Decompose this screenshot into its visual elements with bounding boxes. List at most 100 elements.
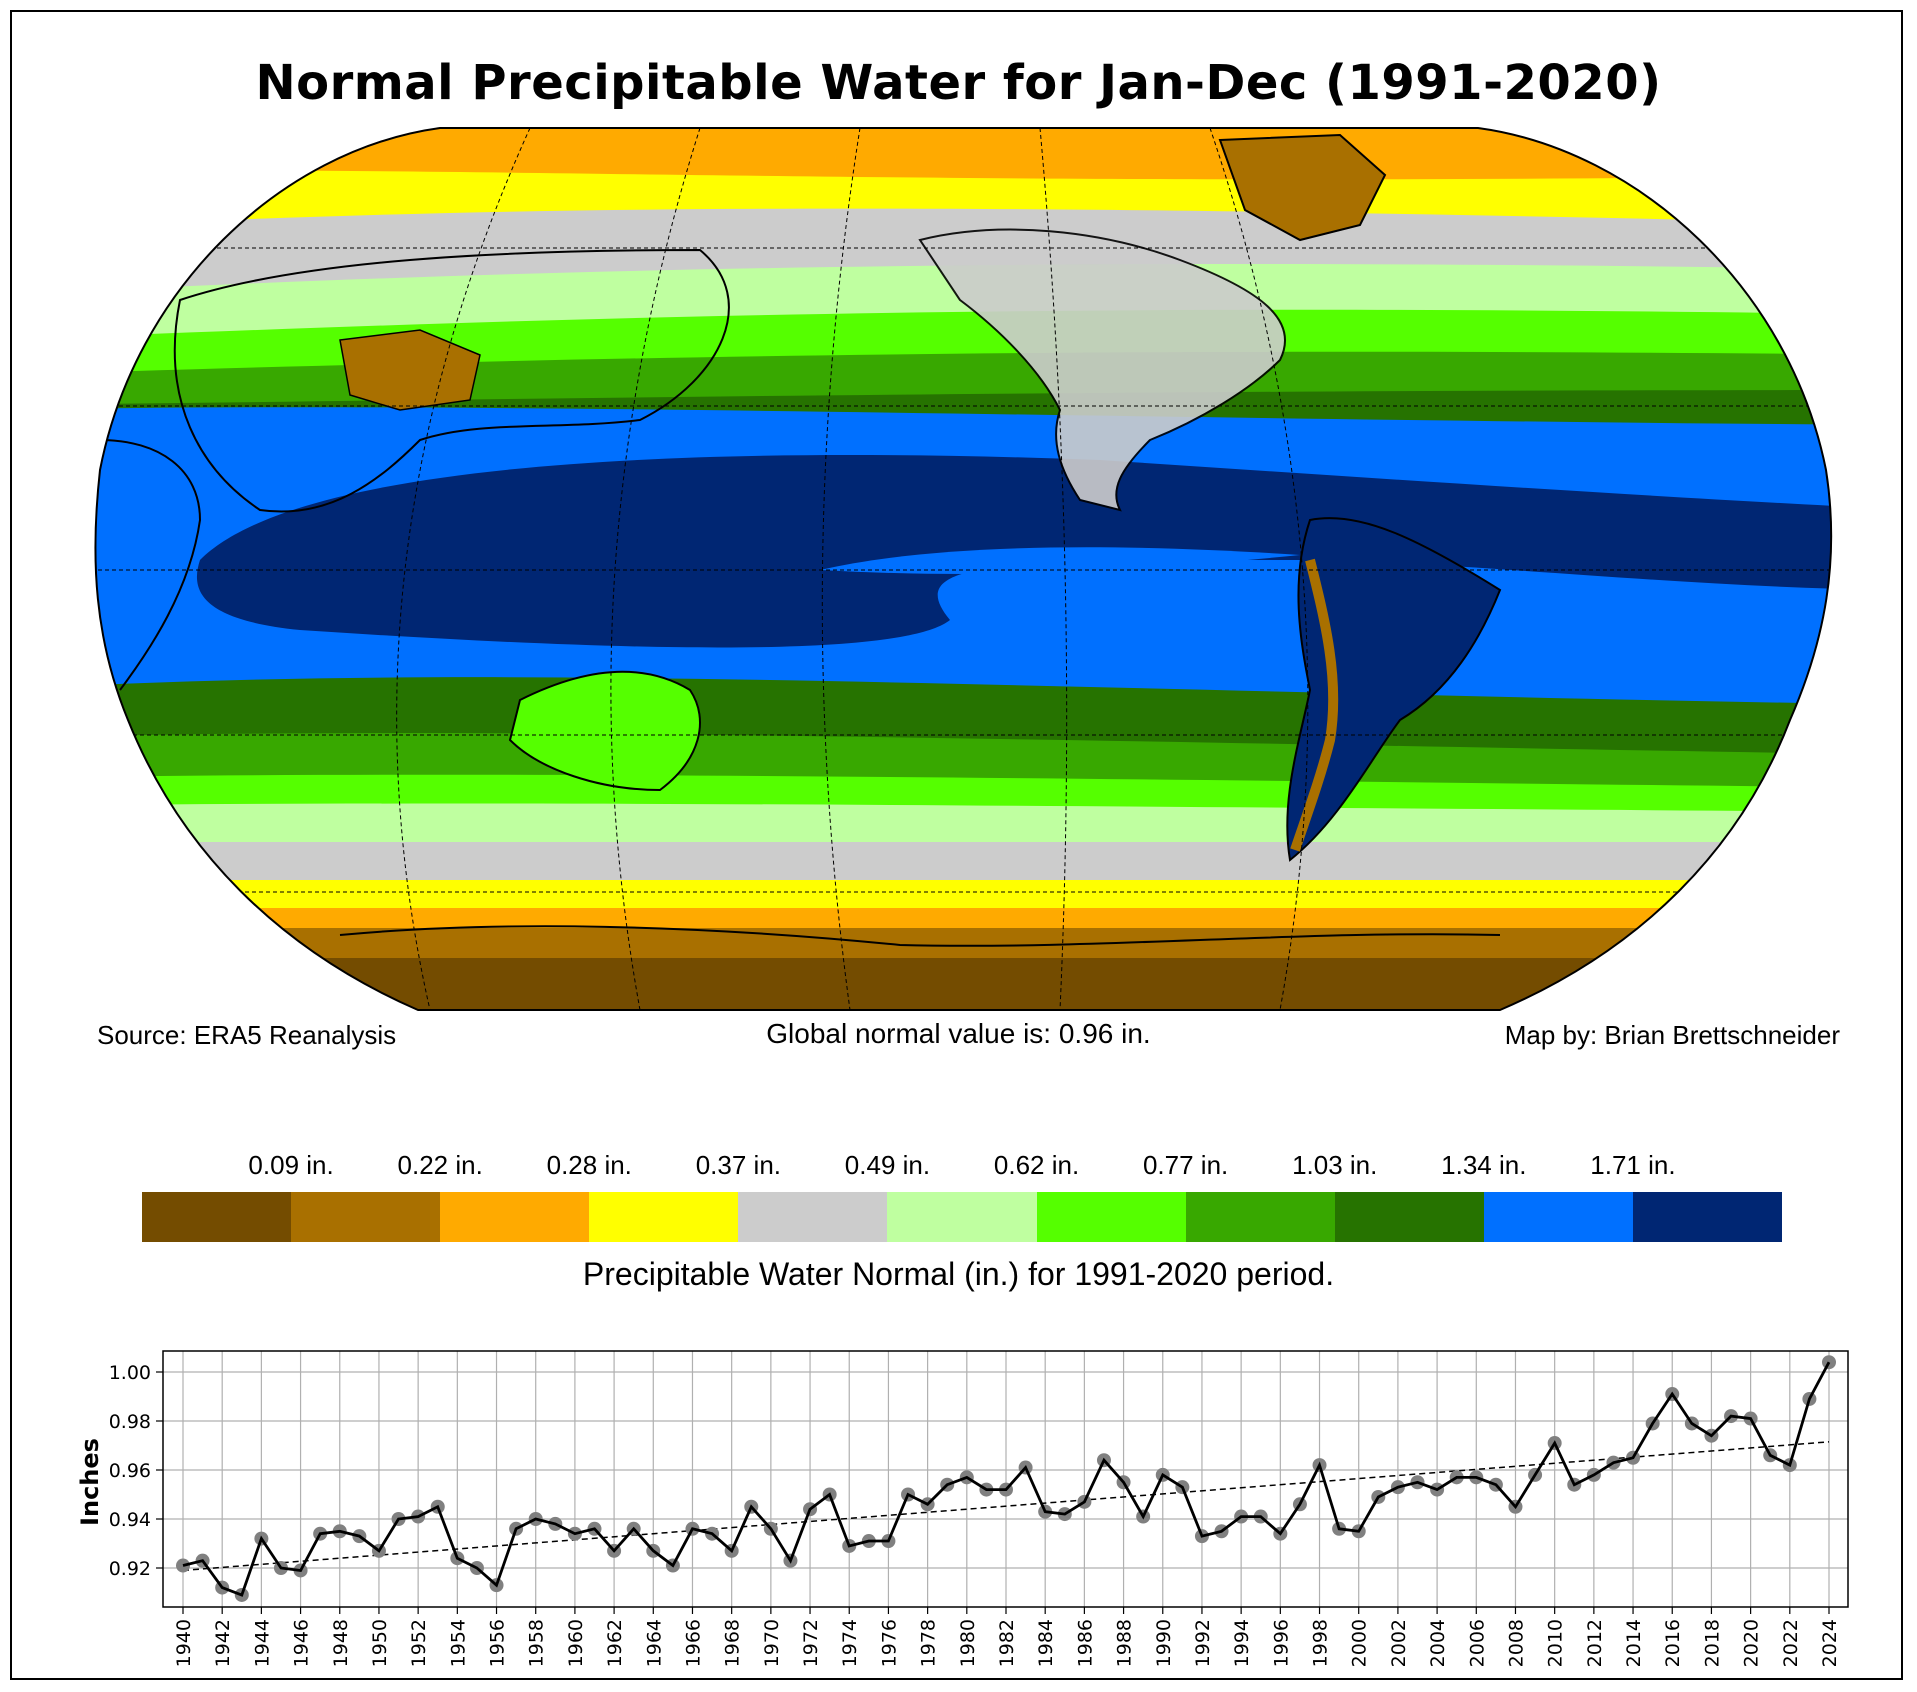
colorbar-swatch <box>1334 1192 1484 1242</box>
x-tick-label: 1944 <box>251 1619 273 1667</box>
x-tick-label: 1966 <box>682 1619 704 1667</box>
credit-caption: Map by: Brian Brettschneider <box>1504 1020 1840 1050</box>
y-axis-label: Inches <box>76 1438 104 1526</box>
x-tick-label: 1960 <box>565 1619 587 1667</box>
precipitable-water-map <box>94 127 1833 1011</box>
colorbar-swatch <box>142 1192 292 1242</box>
x-tick-label: 1998 <box>1310 1619 1332 1667</box>
x-tick-label: 1974 <box>839 1619 861 1667</box>
band-south-lightgreen <box>95 803 1832 848</box>
land-tibet <box>339 329 481 411</box>
x-tick-label: 1976 <box>878 1619 900 1667</box>
colorbar-threshold-label: 0.09 in. <box>248 1150 334 1180</box>
x-tick-label: 1990 <box>1153 1619 1175 1667</box>
colorbar-swatch <box>1632 1192 1783 1242</box>
x-tick-label: 1968 <box>722 1619 744 1667</box>
figure-border <box>10 10 1903 1680</box>
colorbar-threshold-label: 0.77 in. <box>1142 1150 1229 1180</box>
y-tick-label: 0.92 <box>109 1558 151 1580</box>
x-tick-label: 2012 <box>1584 1619 1606 1667</box>
trend-line <box>182 1441 1830 1572</box>
map-fill <box>95 128 1832 1010</box>
land-andes <box>1290 558 1339 852</box>
land-australia <box>508 670 701 792</box>
colorbar-threshold-label: 0.49 in. <box>844 1150 931 1180</box>
colorbar-swatch <box>1185 1192 1335 1242</box>
x-tick-label: 1958 <box>526 1619 548 1667</box>
colorbar-swatch <box>1036 1192 1186 1242</box>
global-normal-caption: Global normal value is: 0.96 in. <box>766 1018 1151 1049</box>
x-tick-label: 1994 <box>1231 1619 1253 1667</box>
y-tick-label: 0.94 <box>109 1509 151 1531</box>
x-tick-label: 1954 <box>447 1619 469 1667</box>
colorbar <box>142 1192 1783 1242</box>
land-south-america <box>1286 517 1502 862</box>
data-point <box>176 1558 190 1573</box>
x-tick-label: 2020 <box>1741 1619 1763 1667</box>
colorbar-threshold-label: 0.62 in. <box>993 1150 1080 1180</box>
y-tick-label: 0.96 <box>109 1460 151 1482</box>
x-tick-label: 1962 <box>604 1619 626 1667</box>
data-line-group <box>182 1361 1831 1597</box>
colorbar-threshold-label: 0.22 in. <box>397 1150 483 1180</box>
x-tick-label: 2016 <box>1662 1619 1684 1667</box>
colorbar-swatch <box>440 1192 590 1242</box>
x-tick-label: 1942 <box>212 1619 234 1667</box>
colorbar-threshold-label: 0.37 in. <box>695 1150 782 1180</box>
band-navy-tongue <box>820 547 1300 575</box>
trend-line-group <box>182 1441 1830 1572</box>
x-tick-label: 1980 <box>957 1619 979 1667</box>
x-tick-label: 2004 <box>1427 1619 1449 1667</box>
land-antarctica-coast <box>339 925 1501 947</box>
x-tick-label: 2006 <box>1466 1619 1488 1667</box>
figure-title: Normal Precipitable Water for Jan-Dec (1… <box>255 55 1662 111</box>
data-line <box>182 1361 1831 1597</box>
colorbar-title: Precipitable Water Normal (in.) for 1991… <box>582 1256 1335 1292</box>
y-axis-ticks: 0.92 0.94 0.96 0.98 1.00 <box>109 1362 163 1580</box>
x-tick-label: 1996 <box>1270 1619 1292 1667</box>
band-south-brown <box>95 928 1832 958</box>
colorbar-swatch <box>1483 1192 1633 1242</box>
land-north-america <box>918 228 1286 512</box>
colorbar-swatch <box>887 1192 1037 1242</box>
x-axis-ticks: 1940 1942 1944 1946 1948 1950 1952 1954 1956 1958… <box>173 1607 1841 1667</box>
land-africa <box>99 439 202 691</box>
source-caption: Source: ERA5 Reanalysis <box>97 1020 397 1050</box>
colorbar-threshold-label: 0.28 in. <box>546 1150 632 1180</box>
x-tick-label: 1986 <box>1074 1619 1096 1667</box>
x-tick-label: 1964 <box>643 1619 665 1667</box>
x-tick-label: 1978 <box>918 1619 940 1667</box>
land-eurasia-coast <box>173 248 730 513</box>
colorbar-threshold-label: 1.71 in. <box>1590 1150 1676 1180</box>
band-south-yellow <box>95 880 1832 910</box>
x-tick-label: 2008 <box>1505 1619 1527 1667</box>
x-tick-label: 1946 <box>291 1619 313 1667</box>
band-south-orange <box>95 908 1832 930</box>
x-tick-label: 1950 <box>369 1619 391 1667</box>
x-tick-label: 2014 <box>1623 1619 1645 1667</box>
colorbar-swatch <box>589 1192 739 1242</box>
y-tick-label: 0.98 <box>109 1411 151 1433</box>
x-tick-label: 1992 <box>1192 1619 1214 1667</box>
x-tick-label: 1948 <box>330 1619 352 1667</box>
x-tick-label: 2000 <box>1349 1619 1371 1667</box>
x-tick-label: 1988 <box>1114 1619 1136 1667</box>
colorbar-swatch <box>291 1192 441 1242</box>
x-tick-label: 2022 <box>1780 1619 1802 1667</box>
colorbar-threshold-label: 1.34 in. <box>1441 1150 1527 1180</box>
x-tick-label: 2010 <box>1545 1619 1567 1667</box>
x-tick-label: 2018 <box>1701 1619 1723 1667</box>
x-tick-label: 1972 <box>800 1619 822 1667</box>
band-south-gray <box>95 842 1832 882</box>
x-tick-label: 1952 <box>408 1619 430 1667</box>
x-tick-label: 1982 <box>996 1619 1018 1667</box>
land-greenland <box>1218 133 1387 242</box>
x-tick-label: 1940 <box>173 1619 195 1667</box>
x-tick-label: 1970 <box>761 1619 783 1667</box>
graticule <box>95 128 1832 1010</box>
x-tick-label: 1984 <box>1035 1619 1057 1667</box>
x-tick-label: 1956 <box>487 1619 509 1667</box>
x-tick-label: 2002 <box>1388 1619 1410 1667</box>
y-tick-label: 1.00 <box>109 1362 151 1384</box>
